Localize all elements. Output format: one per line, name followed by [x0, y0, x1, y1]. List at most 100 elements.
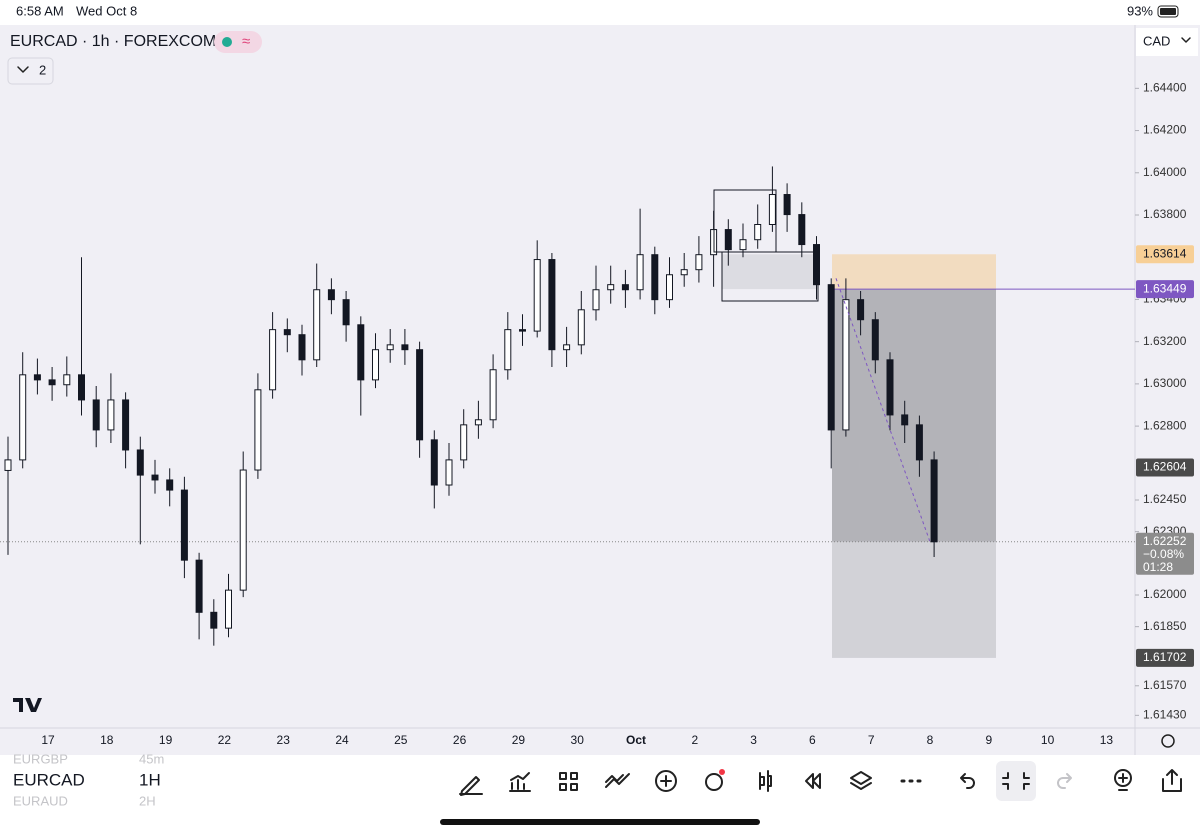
replay-icon[interactable] — [805, 773, 821, 789]
candle-body — [621, 284, 629, 291]
candle-body — [857, 299, 865, 321]
candle-body — [430, 439, 438, 486]
candle-body — [519, 329, 526, 332]
share-icon[interactable] — [1162, 769, 1182, 792]
x-tick-label: 8 — [927, 733, 934, 747]
candle-body — [239, 469, 247, 591]
y-tick-label: 1.63000 — [1143, 376, 1187, 390]
candle-body — [827, 284, 835, 431]
x-tick-label: 13 — [1100, 733, 1114, 747]
status-time: 6:58 AM — [16, 3, 64, 18]
next-interval[interactable]: 2H — [139, 793, 156, 808]
candle-body — [783, 194, 791, 216]
last-change: −0.08% — [1143, 547, 1184, 561]
y-tick-label: 1.61570 — [1143, 678, 1187, 692]
y-tick-label: 1.64400 — [1143, 81, 1187, 95]
tradingview-logo — [13, 698, 42, 712]
interval[interactable]: 1H — [139, 770, 161, 789]
fullscreen-button[interactable] — [996, 761, 1036, 801]
indicators-toggle[interactable] — [7, 57, 54, 85]
candle-body — [166, 479, 174, 491]
add-icon — [660, 775, 672, 787]
price-axis — [1135, 25, 1200, 755]
market-open-dot — [222, 37, 232, 47]
x-tick-label: 10 — [1041, 733, 1055, 747]
prev-interval[interactable]: 45m — [139, 751, 164, 766]
candle-body — [754, 224, 762, 241]
candle-body — [724, 229, 732, 251]
y-tick-label: 1.61850 — [1143, 619, 1187, 633]
undo-icon[interactable] — [960, 773, 975, 789]
target-zone — [832, 254, 996, 290]
candles-icon[interactable] — [759, 770, 772, 792]
highlight-zone — [722, 254, 818, 290]
x-tick-label: 9 — [985, 733, 992, 747]
candle-body — [563, 344, 571, 351]
candle-body — [474, 419, 482, 426]
y-tick-label: 1.64000 — [1143, 165, 1187, 179]
y-tick-label: 1.62450 — [1143, 492, 1187, 506]
candle-body — [666, 274, 673, 301]
candle-body — [739, 239, 747, 251]
compare-icon[interactable] — [605, 773, 630, 788]
x-tick-label: Oct — [626, 733, 646, 747]
price-label: 1.63614 — [1143, 246, 1187, 260]
alert-icon[interactable] — [705, 773, 723, 791]
add-icon[interactable] — [655, 770, 677, 792]
candle-body — [798, 214, 806, 246]
last-price: 1.62252 — [1143, 534, 1187, 548]
candle-body — [372, 349, 379, 381]
drawn-rectangle[interactable] — [721, 251, 819, 302]
candle-body — [122, 399, 130, 451]
candle-body — [504, 329, 512, 371]
next-symbol[interactable]: EURAUD — [13, 793, 68, 808]
candle-body — [460, 424, 468, 461]
ideas-icon[interactable] — [1114, 769, 1132, 787]
indicators-count: 2 — [39, 62, 46, 77]
candle-body — [901, 414, 909, 426]
fullscreen-icon — [1002, 772, 1030, 790]
delay-icon: ≈ — [242, 33, 250, 50]
price-label-box — [1136, 280, 1194, 299]
redo-icon[interactable] — [1057, 773, 1072, 789]
x-tick-label: 22 — [218, 733, 232, 747]
status-pill[interactable] — [214, 31, 262, 53]
currency-box[interactable] — [1136, 28, 1198, 56]
profit-zone — [832, 289, 996, 542]
candle-body — [283, 329, 291, 336]
y-tick-label: 1.61430 — [1143, 708, 1187, 722]
x-tick-label: 19 — [159, 733, 173, 747]
symbol[interactable]: EURCAD — [13, 770, 85, 789]
candle-body — [607, 284, 615, 291]
ideas-icon — [1118, 773, 1128, 791]
price-label-box — [1136, 458, 1194, 477]
candle-body — [768, 194, 776, 225]
candle-body — [386, 344, 394, 351]
alert-dot — [719, 769, 725, 775]
countdown: 01:28 — [1143, 560, 1173, 574]
candle-body — [577, 309, 585, 346]
candle-body — [489, 369, 497, 421]
x-tick-label: 29 — [512, 733, 526, 747]
indicators-icon[interactable] — [509, 772, 531, 792]
battery-fill — [1160, 8, 1176, 15]
prev-symbol[interactable]: EURGBP — [13, 751, 68, 766]
settings-icon[interactable] — [1161, 734, 1175, 748]
x-tick-label: 18 — [100, 733, 114, 747]
toolbar-icons — [459, 761, 1182, 801]
candle-body — [548, 259, 556, 351]
price-label: 1.62604 — [1143, 460, 1187, 474]
x-tick-label: 30 — [571, 733, 585, 747]
symbol-title[interactable]: EURCAD · 1h · FOREXCOM — [10, 33, 216, 50]
candle-body — [695, 254, 703, 271]
candle-body — [107, 399, 115, 431]
templates-icon[interactable] — [559, 772, 578, 791]
candle-body — [327, 289, 335, 301]
draw-icon[interactable] — [459, 776, 483, 796]
price-label-box — [1136, 245, 1194, 264]
candle-body — [269, 329, 277, 391]
layers-icon[interactable] — [850, 771, 872, 790]
candle-body — [533, 259, 541, 332]
candle-body — [445, 459, 453, 486]
candle-body — [313, 289, 321, 361]
